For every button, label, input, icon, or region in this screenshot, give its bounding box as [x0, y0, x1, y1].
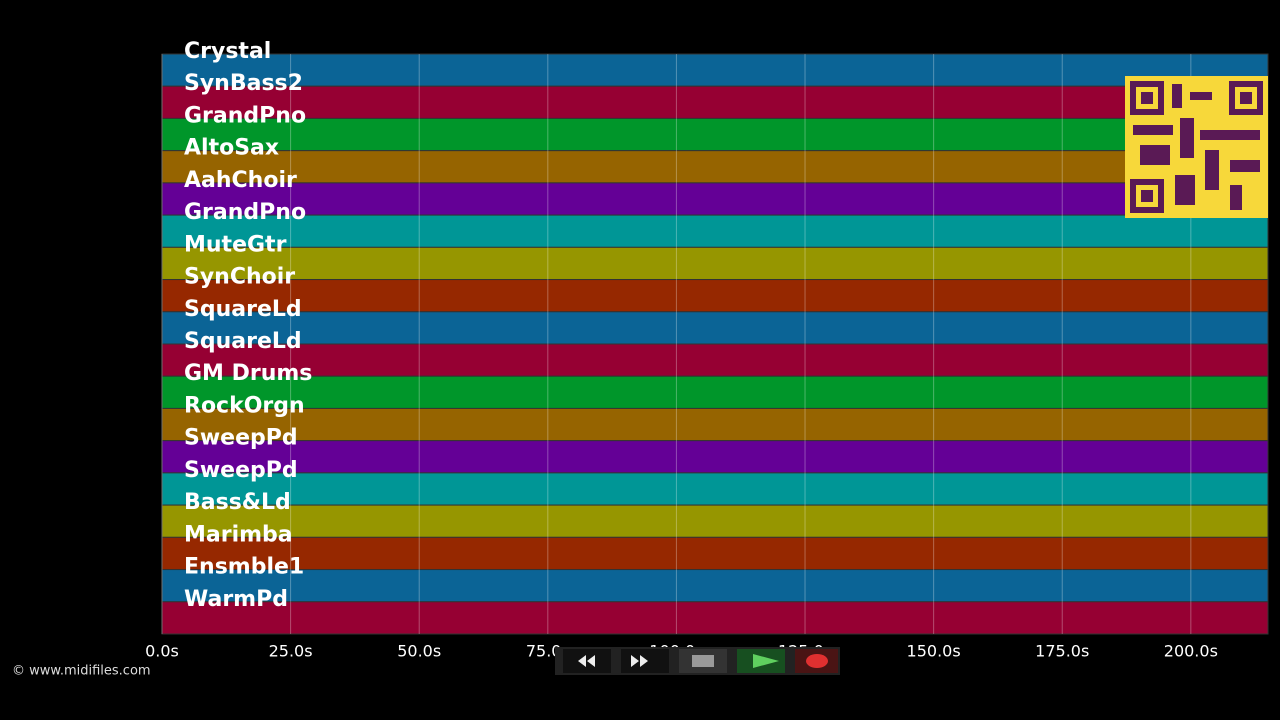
track-lane: [161, 472, 1269, 506]
track-name: Crystal: [184, 39, 271, 64]
tick-label: 200.0s: [1164, 642, 1218, 661]
track-lane: [161, 150, 1269, 184]
track-lane: [161, 504, 1269, 538]
track-lane: [161, 601, 1269, 635]
grid: [161, 54, 1192, 634]
tick-label: 50.0s: [397, 642, 441, 661]
track-lane: [161, 214, 1269, 248]
rewind-button[interactable]: [563, 649, 611, 673]
stop-button[interactable]: [679, 649, 727, 673]
track-name: SweepPd: [184, 426, 298, 451]
track-name: SquareLd: [184, 329, 302, 354]
track-name: GM Drums: [184, 361, 312, 386]
track-lane: [161, 569, 1269, 603]
track-lane: [161, 53, 1269, 87]
lanes: [161, 53, 1269, 635]
track-lane: [161, 117, 1269, 152]
track-name: SweepPd: [184, 458, 298, 483]
track-name: Bass&Ld: [184, 490, 291, 515]
track-labels: Crystal SynBass2 GrandPno AltoSax AahChoir Gr…: [184, 39, 312, 612]
track-lane: [161, 440, 1269, 474]
track-name: AltoSax: [184, 136, 279, 161]
track-name: SquareLd: [184, 297, 302, 322]
play-button[interactable]: [737, 649, 785, 673]
qr-code: [1125, 76, 1268, 218]
track-lane: [161, 279, 1269, 313]
tick-label: 25.0s: [269, 642, 313, 661]
forward-button[interactable]: [621, 649, 669, 673]
track-lane: [161, 407, 1269, 442]
record-button[interactable]: [795, 649, 838, 673]
track-name: RockOrgn: [184, 393, 305, 418]
track-lane: [161, 375, 1269, 409]
track-lane: [161, 182, 1269, 216]
track-name: AahChoir: [184, 168, 297, 193]
track-lane: [161, 536, 1269, 571]
track-name: SynBass2: [184, 71, 303, 96]
track-name: Marimba: [184, 522, 293, 547]
track-name: GrandPno: [184, 200, 306, 225]
track-name: MuteGtr: [184, 232, 287, 257]
track-lane: [161, 343, 1269, 377]
tick-label: 0.0s: [145, 642, 179, 661]
track-name: Ensmble1: [184, 555, 304, 580]
track-name: WarmPd: [184, 587, 288, 612]
track-lane: [161, 246, 1269, 281]
track-name: SynChoir: [184, 265, 295, 290]
track-lane: [161, 311, 1269, 345]
tick-label: 175.0s: [1035, 642, 1089, 661]
transport-controls: [555, 647, 840, 675]
tick-label: 150.0s: [907, 642, 961, 661]
copyright: © www.midifiles.com: [12, 664, 151, 679]
track-name: GrandPno: [184, 103, 306, 128]
track-lane: [161, 85, 1269, 119]
